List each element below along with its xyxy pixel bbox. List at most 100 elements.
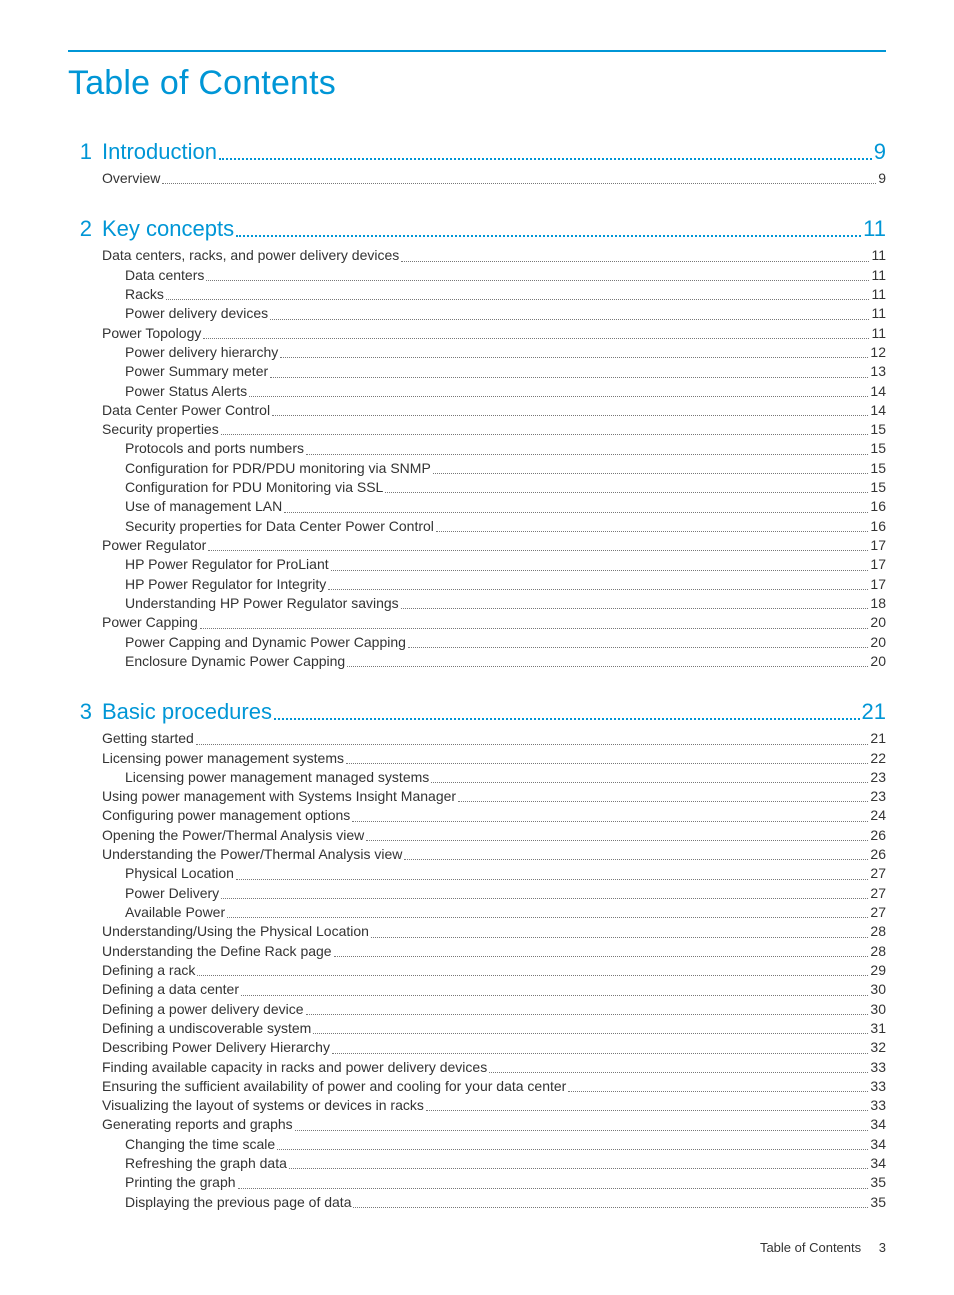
- entry-leader: [436, 530, 869, 532]
- toc-entry[interactable]: Understanding the Define Rack page28: [68, 942, 886, 961]
- toc-entry[interactable]: Generating reports and graphs34: [68, 1115, 886, 1134]
- entry-leader: [371, 936, 868, 938]
- toc-body: 1Introduction9 Overview9 2Key concepts11 Da…: [68, 139, 886, 1212]
- entry-page: 14: [870, 401, 886, 420]
- entry-leader: [433, 472, 869, 474]
- toc-entry[interactable]: Physical Location27: [68, 864, 886, 883]
- toc-entry[interactable]: Understanding the Power/Thermal Analysis…: [68, 845, 886, 864]
- toc-entry[interactable]: Power Capping20: [68, 613, 886, 632]
- toc-entry[interactable]: Power delivery hierarchy12: [68, 343, 886, 362]
- entry-label: Changing the time scale: [125, 1135, 275, 1154]
- toc-entry[interactable]: Changing the time scale 34: [68, 1135, 886, 1154]
- toc-entry[interactable]: Protocols and ports numbers 15: [68, 439, 886, 458]
- toc-entry[interactable]: Describing Power Delivery Hierarchy32: [68, 1038, 886, 1057]
- entry-label: Data centers, racks, and power delivery …: [102, 246, 399, 265]
- toc-entry[interactable]: Power Status Alerts14: [68, 382, 886, 401]
- entry-label: HP Power Regulator for Integrity: [125, 575, 326, 594]
- entry-page: 11: [871, 266, 886, 285]
- chapter-number: 2: [68, 216, 92, 242]
- toc-entry[interactable]: Data Center Power Control 14: [68, 401, 886, 420]
- toc-section: 2Key concepts11 Data centers, racks, and …: [68, 216, 886, 671]
- entry-leader: [206, 279, 869, 281]
- toc-entry[interactable]: Licensing power management managed syste…: [68, 768, 886, 787]
- toc-entry[interactable]: HP Power Regulator for Integrity17: [68, 575, 886, 594]
- toc-entry[interactable]: Printing the graph 35: [68, 1173, 886, 1192]
- entry-label: Data Center Power Control: [102, 401, 270, 420]
- footer-label: Table of Contents: [760, 1240, 861, 1255]
- entry-label: Defining a power delivery device: [102, 1000, 304, 1019]
- toc-entry[interactable]: Data centers, racks, and power delivery …: [68, 246, 886, 265]
- entry-page: 26: [870, 845, 886, 864]
- entry-leader: [236, 878, 868, 880]
- entry-label: Understanding/Using the Physical Locatio…: [102, 922, 369, 941]
- toc-entry[interactable]: Use of management LAN16: [68, 497, 886, 516]
- entry-leader: [196, 743, 869, 745]
- entry-leader: [203, 337, 869, 339]
- entry-leader: [270, 318, 869, 320]
- entry-leader: [366, 839, 868, 841]
- entry-leader: [353, 1206, 868, 1208]
- entry-leader: [238, 1187, 869, 1189]
- toc-entry[interactable]: Power Regulator17: [68, 536, 886, 555]
- toc-entry[interactable]: Security properties for Data Center Powe…: [68, 517, 886, 536]
- toc-entry[interactable]: Racks11: [68, 285, 886, 304]
- toc-entry[interactable]: Visualizing the layout of systems or dev…: [68, 1096, 886, 1115]
- toc-entry[interactable]: Defining a rack29: [68, 961, 886, 980]
- entry-page: 35: [870, 1193, 886, 1212]
- entry-page: 22: [870, 749, 886, 768]
- toc-entry[interactable]: Overview9: [68, 169, 886, 188]
- entry-leader: [270, 376, 868, 378]
- toc-entry[interactable]: Power delivery devices11: [68, 304, 886, 323]
- entry-leader: [426, 1109, 869, 1111]
- entry-label: HP Power Regulator for ProLiant: [125, 555, 329, 574]
- entry-page: 18: [870, 594, 886, 613]
- toc-entry[interactable]: Configuration for PDU Monitoring via SSL…: [68, 478, 886, 497]
- toc-entry[interactable]: Power Delivery27: [68, 884, 886, 903]
- toc-entry[interactable]: Enclosure Dynamic Power Capping20: [68, 652, 886, 671]
- toc-entry[interactable]: Opening the Power/Thermal Analysis view2…: [68, 826, 886, 845]
- toc-entry[interactable]: HP Power Regulator for ProLiant 17: [68, 555, 886, 574]
- toc-entry[interactable]: Available Power27: [68, 903, 886, 922]
- entry-page: 15: [870, 459, 886, 478]
- entry-page: 20: [870, 633, 886, 652]
- entry-label: Getting started: [102, 729, 194, 748]
- toc-entry[interactable]: Ensuring the sufficient availability of …: [68, 1077, 886, 1096]
- entry-label: Generating reports and graphs: [102, 1115, 293, 1134]
- entry-label: Defining a rack: [102, 961, 195, 980]
- toc-entry[interactable]: Refreshing the graph data34: [68, 1154, 886, 1173]
- entry-leader: [328, 588, 868, 590]
- chapter-row[interactable]: 3Basic procedures21: [68, 699, 886, 725]
- entry-page: 16: [870, 497, 886, 516]
- chapter-row[interactable]: 2Key concepts11: [68, 216, 886, 242]
- entry-page: 17: [870, 555, 886, 574]
- entry-page: 23: [870, 787, 886, 806]
- toc-entry[interactable]: Understanding HP Power Regulator savings…: [68, 594, 886, 613]
- entry-label: Printing the graph: [125, 1173, 236, 1192]
- entry-label: Refreshing the graph data: [125, 1154, 287, 1173]
- entry-leader: [289, 1167, 869, 1169]
- toc-entry[interactable]: Power Capping and Dynamic Power Capping2…: [68, 633, 886, 652]
- entry-page: 15: [870, 439, 886, 458]
- entry-label: Protocols and ports numbers: [125, 439, 304, 458]
- entry-page: 27: [870, 864, 886, 883]
- toc-entry[interactable]: Power Topology11: [68, 324, 886, 343]
- entry-label: Power Summary meter: [125, 362, 268, 381]
- toc-entry[interactable]: Data centers11: [68, 266, 886, 285]
- entry-leader: [431, 781, 868, 783]
- toc-entry[interactable]: Finding available capacity in racks and …: [68, 1058, 886, 1077]
- toc-entry[interactable]: Defining a undiscoverable system31: [68, 1019, 886, 1038]
- toc-entry[interactable]: Power Summary meter13: [68, 362, 886, 381]
- toc-entry[interactable]: Getting started21: [68, 729, 886, 748]
- chapter-row[interactable]: 1Introduction9: [68, 139, 886, 165]
- toc-entry[interactable]: Using power management with Systems Insi…: [68, 787, 886, 806]
- entry-page: 23: [870, 768, 886, 787]
- toc-entry[interactable]: Understanding/Using the Physical Locatio…: [68, 922, 886, 941]
- entry-page: 34: [870, 1135, 886, 1154]
- toc-entry[interactable]: Defining a data center30: [68, 980, 886, 999]
- toc-entry[interactable]: Licensing power management systems22: [68, 749, 886, 768]
- toc-entry[interactable]: Security properties15: [68, 420, 886, 439]
- toc-entry[interactable]: Configuration for PDR/PDU monitoring via…: [68, 459, 886, 478]
- toc-entry[interactable]: Displaying the previous page of data35: [68, 1193, 886, 1212]
- toc-entry[interactable]: Configuring power management options24: [68, 806, 886, 825]
- toc-entry[interactable]: Defining a power delivery device30: [68, 1000, 886, 1019]
